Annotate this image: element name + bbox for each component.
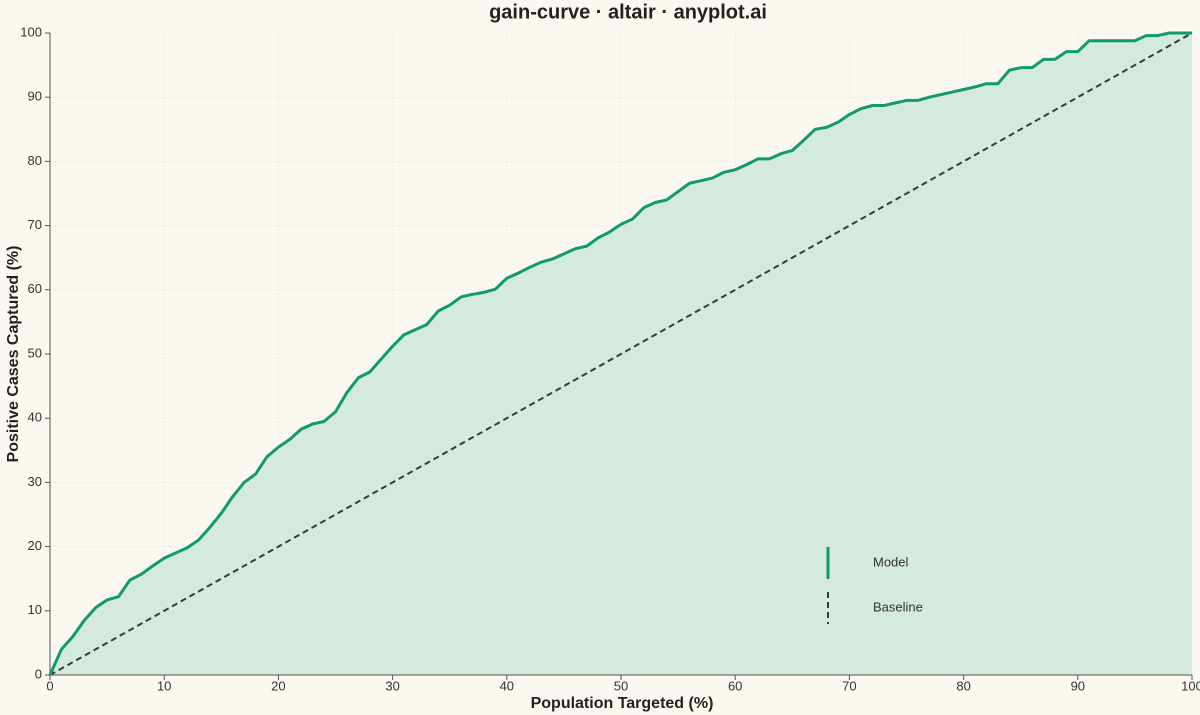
y-tick-label: 70 (28, 217, 42, 232)
y-tick-label: 90 (28, 89, 42, 104)
legend-label: Baseline (873, 599, 923, 614)
y-tick-label: 60 (28, 281, 42, 296)
x-tick-label: 0 (46, 678, 53, 693)
y-tick-label: 40 (28, 410, 42, 425)
x-axis-title: Population Targeted (%) (531, 695, 714, 712)
x-tick-label: 30 (385, 678, 399, 693)
y-tick-label: 100 (20, 24, 42, 39)
x-tick-label: 50 (614, 678, 628, 693)
y-tick-label: 30 (28, 474, 42, 489)
x-tick-label: 60 (728, 678, 742, 693)
x-tick-label: 90 (1071, 678, 1085, 693)
line (48, 31, 1192, 676)
y-tick-label: 50 (28, 345, 42, 360)
x-tick-label: 40 (500, 678, 514, 693)
x-tick-label: 100 (1181, 678, 1200, 693)
y-tick-label: 10 (28, 602, 42, 617)
line (49, 32, 1193, 676)
y-tick-label: 0 (35, 666, 42, 681)
x-tick-label: 80 (956, 678, 970, 693)
chart-title: gain-curve · altair · anyplot.ai (489, 1, 767, 23)
x-tick-label: 10 (157, 678, 171, 693)
y-tick-label: 80 (28, 153, 42, 168)
y-tick-label: 20 (28, 538, 42, 553)
x-tick-label: 20 (271, 678, 285, 693)
y-axis-title: Positive Cases Captured (%) (5, 246, 22, 463)
x-tick-label: 70 (842, 678, 856, 693)
legend-label: Model (873, 554, 909, 569)
